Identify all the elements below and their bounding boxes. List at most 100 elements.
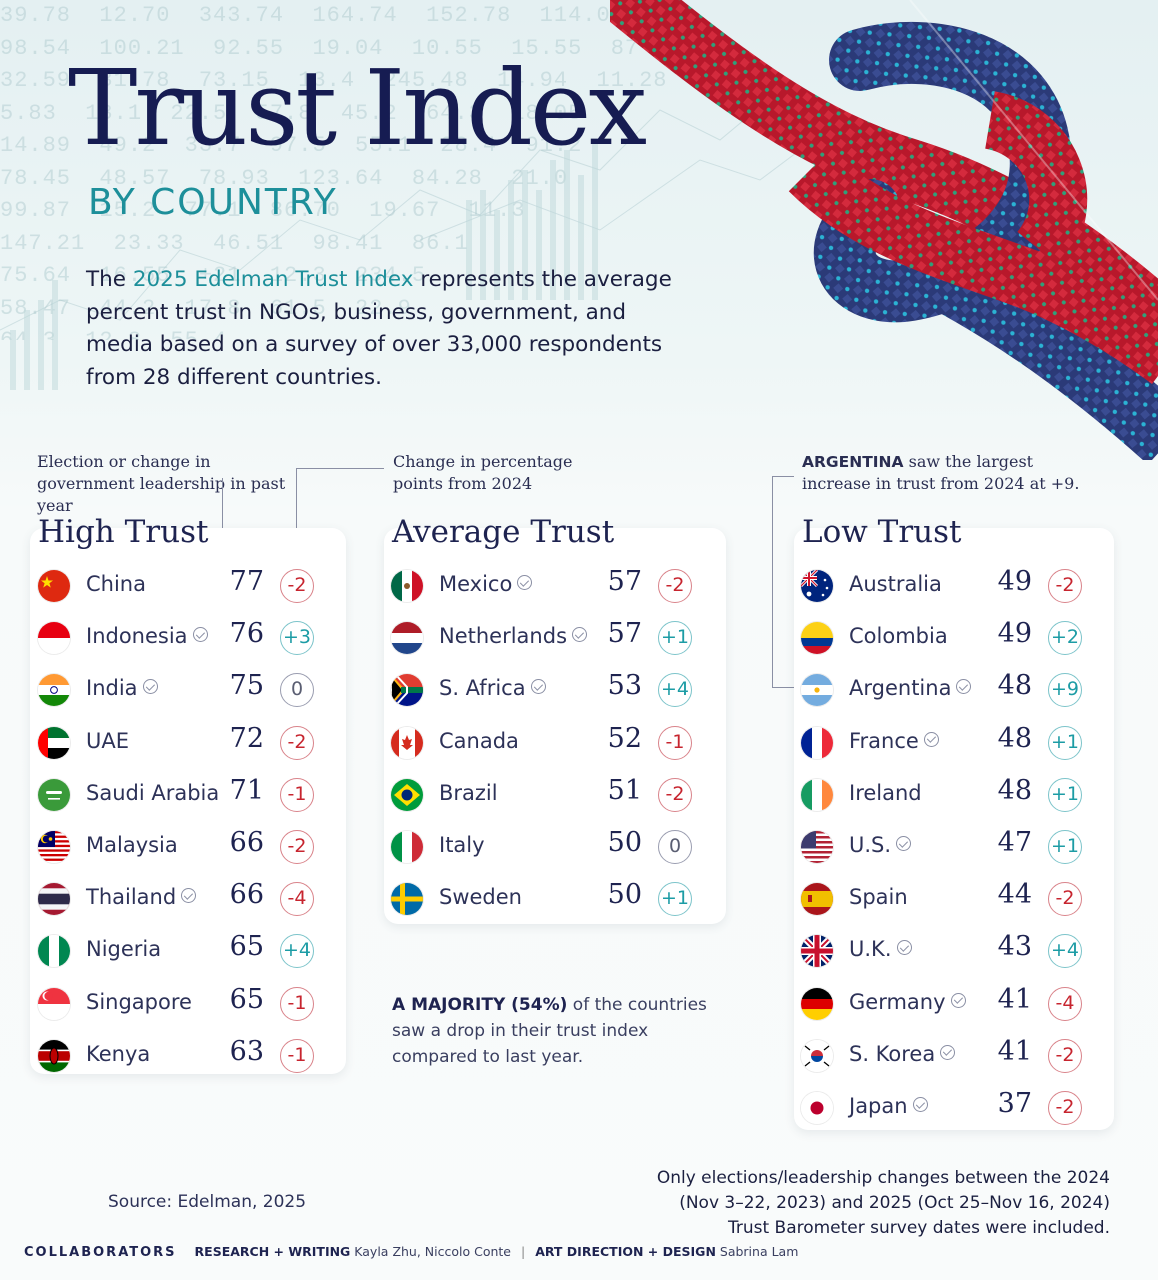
table-row: Sweden 50 +1	[391, 879, 698, 919]
rope-knot-illustration	[610, 0, 1158, 460]
change-badge: 0	[280, 673, 314, 708]
italy-flag-icon	[391, 831, 423, 863]
background-stock-chart	[0, 89, 841, 390]
country-name-indonesia: Indonesia	[86, 624, 208, 648]
change-badge: -2	[280, 569, 314, 603]
change-badge: -1	[280, 777, 314, 812]
country-label: Australia	[849, 572, 942, 596]
check-circle-icon	[896, 940, 912, 956]
check-circle-icon	[142, 679, 158, 695]
average-trust-title: Average Trust	[392, 514, 615, 550]
table-row: Australia 49 -2	[801, 566, 1088, 606]
country-label: S. Korea	[849, 1041, 936, 1066]
country-label: U.S.	[849, 833, 892, 857]
change-badge: -1	[658, 725, 692, 760]
country-label: Nigeria	[86, 937, 162, 962]
background-numbers: 39.78 12.70 343.74 164.74 152.78 114.04 …	[0, 3, 668, 340]
table-row: Canada 52 -1	[391, 723, 698, 763]
country-name-ireland: Ireland	[849, 781, 922, 805]
country-name-mexico: Mexico	[439, 572, 533, 596]
trust-score: 50	[607, 827, 642, 858]
country-label: Spain	[849, 885, 908, 910]
country-name-s-korea: S. Korea	[849, 1041, 956, 1066]
indonesia-flag-icon	[38, 622, 70, 655]
argentina-leader-line	[772, 476, 794, 688]
table-row: Thailand 66 -4	[38, 879, 320, 919]
country-label: Argentina	[849, 676, 952, 701]
trust-score: 48	[997, 670, 1032, 702]
change-badge: -2	[280, 725, 314, 760]
country-name-sweden: Sweden	[439, 885, 522, 909]
country-label: Kenya	[86, 1041, 151, 1066]
change-badge: +1	[1048, 777, 1082, 812]
intro-prefix: The	[86, 267, 133, 292]
country-label: Italy	[439, 833, 485, 857]
germany-flag-icon	[801, 987, 833, 1020]
check-circle-icon	[940, 1044, 956, 1060]
country-name-kenya: Kenya	[86, 1042, 150, 1066]
table-row: Nigeria 65 +4	[38, 931, 320, 971]
table-row: Brazil 51 -2	[391, 775, 698, 815]
trust-score: 63	[229, 1035, 264, 1067]
table-row: Ireland 48 +1	[801, 775, 1088, 815]
change-badge: 0	[658, 830, 692, 864]
country-name-colombia: Colombia	[849, 624, 948, 648]
check-circle-icon	[912, 1097, 928, 1112]
election-note: Election or change in government leaders…	[37, 452, 286, 515]
table-row: Colombia 49 +2	[801, 618, 1088, 658]
trust-score: 57	[607, 618, 642, 650]
argentina-note-bold: ARGENTINA	[802, 453, 904, 471]
country-name-australia: Australia	[849, 572, 942, 596]
country-name-italy: Italy	[439, 833, 485, 857]
research-label: RESEARCH + WRITING	[194, 1244, 351, 1259]
change-leader-line	[296, 468, 384, 568]
us-flag-icon	[801, 831, 833, 863]
trust-score: 72	[229, 722, 264, 754]
trust-score: 66	[229, 879, 264, 911]
country-label: Indonesia	[86, 624, 188, 649]
change-badge: +1	[1048, 830, 1082, 864]
change-badge: -2	[658, 569, 692, 603]
check-circle-icon	[950, 992, 966, 1008]
table-row: UAE 72 -2	[38, 723, 320, 763]
change-badge: +1	[658, 882, 692, 917]
change-badge: -4	[280, 882, 314, 917]
high-trust-title: High Trust	[38, 514, 209, 550]
trust-score: 50	[607, 879, 642, 911]
check-circle-icon	[956, 679, 972, 695]
change-badge: +4	[280, 934, 314, 969]
change-badge: +9	[1048, 673, 1082, 708]
table-row: Singapore 65 -1	[38, 984, 320, 1024]
country-label: Sweden	[439, 885, 522, 910]
trust-score: 47	[997, 827, 1032, 858]
country-label: Mexico	[439, 572, 513, 596]
country-name-spain: Spain	[849, 885, 908, 909]
check-circle-icon	[517, 575, 533, 590]
country-label: Singapore	[86, 989, 192, 1014]
country-name-china: China	[86, 572, 146, 596]
france-flag-icon	[801, 726, 833, 759]
check-circle-icon	[181, 888, 197, 904]
country-label: S. Africa	[439, 676, 526, 701]
country-label: Japan	[849, 1094, 908, 1118]
table-row: Saudi Arabia 71 -1	[38, 775, 320, 815]
change-badge: -1	[280, 986, 314, 1021]
change-badge: -2	[1048, 569, 1082, 603]
trust-score: 76	[229, 618, 264, 650]
check-circle-icon	[896, 836, 912, 851]
japan-flag-icon	[801, 1092, 833, 1124]
trust-score: 66	[229, 827, 264, 858]
spain-flag-icon	[801, 883, 833, 916]
table-row: Malaysia 66 -2	[38, 827, 320, 867]
country-label: China	[86, 572, 146, 596]
design-label: ART DIRECTION + DESIGN	[535, 1244, 716, 1259]
check-circle-icon	[192, 627, 208, 643]
argentina-note: ARGENTINA saw the largest increase in tr…	[802, 451, 1102, 495]
change-badge: +4	[1048, 934, 1082, 969]
brand-logo: COLLABORATORS	[24, 1245, 177, 1260]
country-label: Ireland	[849, 780, 922, 805]
table-row: Kenya 63 -1	[38, 1036, 320, 1076]
page-title: Trust Index	[68, 47, 647, 169]
trust-score: 49	[997, 618, 1032, 650]
country-name-singapore: Singapore	[86, 990, 192, 1014]
